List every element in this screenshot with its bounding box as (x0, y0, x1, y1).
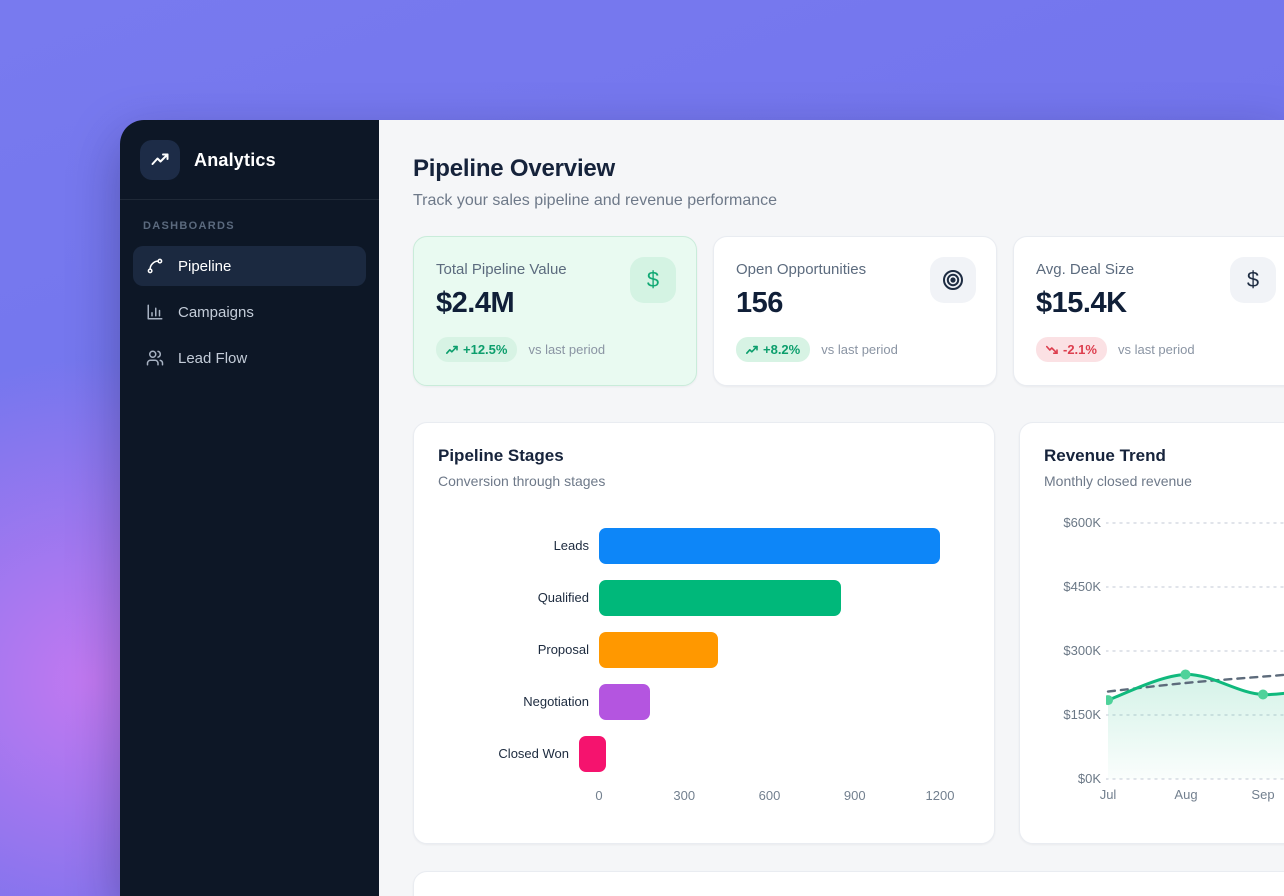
data-point (1258, 689, 1268, 700)
sidebar-item-lead-flow[interactable]: Lead Flow (133, 338, 366, 378)
line-chart: $600K $450K $300K $150K $0K Jul Aug Sep (1020, 501, 1284, 821)
spline-icon (146, 257, 164, 275)
analytics-logo (140, 140, 180, 180)
bar (599, 528, 940, 564)
axis-tick: 900 (843, 788, 866, 803)
bar-label: Proposal (537, 641, 589, 657)
axis-tick: 1200 (925, 788, 955, 803)
stat-card-total-pipeline-value: Total Pipeline Value $2.4M $ +12.5% vs l… (413, 236, 697, 386)
trending-down-icon (1046, 345, 1058, 354)
stat-value: 156 (736, 287, 783, 319)
trending-up-icon (446, 345, 458, 354)
pipeline-stages-card: Pipeline Stages Conversion through stage… (413, 422, 995, 844)
app-window: Analytics DASHBOARDS Pipeline (120, 120, 1284, 896)
main-content: Pipeline Overview Track your sales pipel… (379, 120, 1284, 896)
stat-label: Avg. Deal Size (1036, 261, 1135, 278)
x-axis-label: Sep (1251, 787, 1275, 802)
y-axis-label: $150K (1063, 707, 1101, 722)
compare-label: vs last period (1117, 342, 1195, 357)
bar-label: Qualified (537, 589, 589, 605)
stats-row: Total Pipeline Value $2.4M $ +12.5% vs l… (413, 236, 1284, 386)
revenue-area (1108, 674, 1284, 779)
users-icon (146, 349, 164, 367)
stat-value: $2.4M (436, 287, 515, 319)
line-chart-plot (1106, 522, 1284, 780)
bar-row: Leads (438, 528, 970, 564)
y-axis-label: $600K (1063, 515, 1101, 530)
y-axis-label: $0K (1077, 771, 1101, 786)
sidebar-item-label: Pipeline (178, 257, 232, 275)
change-badge: +8.2% (736, 337, 811, 362)
x-axis-label: Aug (1174, 787, 1198, 802)
bar (579, 736, 606, 772)
dollar-icon: $ (630, 257, 676, 303)
bar-label: Leads (553, 537, 589, 553)
axis-tick: 0 (595, 788, 603, 803)
revenue-trend-card: Revenue Trend Monthly closed revenue $60… (1019, 422, 1284, 844)
trending-up-icon (151, 153, 169, 165)
stat-label: Open Opportunities (736, 261, 867, 278)
sidebar-item-pipeline[interactable]: Pipeline (133, 246, 366, 286)
page-subtitle: Track your sales pipeline and revenue pe… (413, 192, 778, 209)
x-axis-label: Jul (1099, 787, 1117, 802)
change-badge: -2.1% (1036, 337, 1107, 362)
trending-up-icon (746, 345, 758, 354)
charts-row: Pipeline Stages Conversion through stage… (413, 422, 1284, 844)
nav-section-label: DASHBOARDS (143, 220, 235, 232)
bar-row: Proposal (438, 632, 970, 668)
compare-label: vs last period (528, 342, 606, 357)
axis-tick: 600 (758, 788, 781, 803)
bar (599, 580, 841, 616)
bottom-card-partial (413, 871, 1284, 896)
bar-row: Qualified (438, 580, 970, 616)
sidebar-nav: DASHBOARDS Pipeline Campaigns (120, 200, 379, 404)
stat-card-open-opportunities: Open Opportunities 156 +8.2% vs last per… (713, 236, 997, 386)
stat-label: Total Pipeline Value (436, 261, 567, 278)
target-line (1106, 673, 1284, 693)
app-title: Analytics (194, 149, 276, 170)
bar-row: Negotiation (438, 684, 970, 720)
y-axis-label: $450K (1063, 579, 1101, 594)
target-icon (930, 257, 976, 303)
x-axis: 0 300 600 900 1200 (595, 788, 954, 804)
chart-subtitle: Conversion through stages (438, 473, 606, 489)
revenue-line (1106, 672, 1284, 702)
sidebar-item-label: Campaigns (178, 303, 254, 321)
sidebar-item-campaigns[interactable]: Campaigns (133, 292, 366, 332)
bar-label: Negotiation (523, 693, 589, 709)
bar-label: Closed Won (498, 745, 569, 761)
stat-value: $15.4K (1036, 287, 1127, 319)
page-title: Pipeline Overview (413, 155, 616, 182)
sidebar-item-label: Lead Flow (178, 349, 248, 367)
compare-label: vs last period (821, 342, 898, 357)
bar-row: Closed Won (438, 736, 970, 772)
bar (599, 632, 719, 668)
chart-title: Pipeline Stages (438, 446, 564, 465)
dollar-icon: $ (1230, 257, 1276, 303)
sidebar: Analytics DASHBOARDS Pipeline (120, 120, 379, 896)
bar-chart-icon (146, 303, 164, 321)
bar (599, 684, 651, 720)
y-axis-label: $300K (1063, 643, 1101, 658)
data-point (1180, 669, 1191, 680)
axis-tick: 300 (673, 788, 696, 803)
chart-subtitle: Monthly closed revenue (1044, 473, 1192, 489)
data-point (1106, 695, 1113, 706)
bar-chart: Leads Qualified Proposal Negotiation (438, 528, 970, 772)
stat-card-avg-deal-size: Avg. Deal Size $15.4K $ -2.1% vs last pe… (1013, 236, 1284, 386)
change-badge: +12.5% (436, 337, 518, 362)
brand: Analytics (120, 120, 379, 200)
chart-title: Revenue Trend (1044, 446, 1166, 465)
